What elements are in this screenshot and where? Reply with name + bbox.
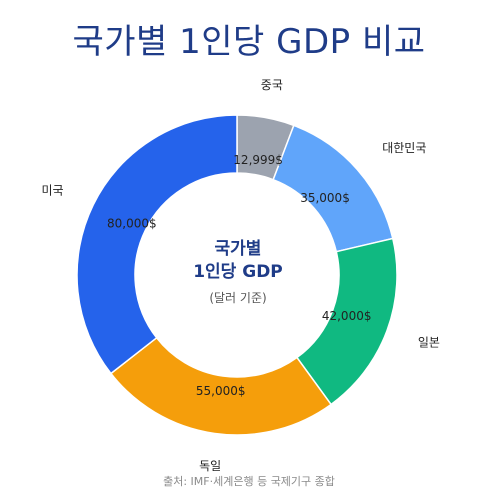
slice-value-3: 55,000$: [196, 384, 246, 398]
slice-label-2: 일본: [418, 335, 440, 349]
slice-value-4: 80,000$: [107, 217, 157, 231]
center-title-line1: 국가별: [215, 239, 262, 259]
slice-1: [272, 124, 394, 253]
center-subtitle: (달러 기준): [209, 291, 266, 305]
slice-label-1: 대한민국: [382, 141, 426, 155]
slice-label-3: 독일: [199, 459, 221, 473]
center-title-line2: 1인당 GDP: [193, 262, 283, 282]
slice-value-0: 12,999$: [233, 153, 283, 167]
slice-4: [76, 114, 238, 375]
donut-slices: [76, 114, 398, 436]
slice-value-2: 42,000$: [322, 309, 372, 323]
slice-label-4: 미국: [41, 183, 63, 197]
source-note: 출처: IMF·세계은행 등 국제기구 종합: [163, 475, 335, 488]
donut-labels: 중국 12,999$ 대한민국 35,000$ 일본 42,000$ 독일 55,000$ 미국…: [41, 78, 440, 473]
slice-label-0: 중국: [261, 78, 283, 92]
slice-value-1: 35,000$: [300, 191, 350, 205]
slice-3: [109, 336, 333, 436]
chart-title: 국가별 1인당 GDP 비교: [72, 22, 426, 62]
